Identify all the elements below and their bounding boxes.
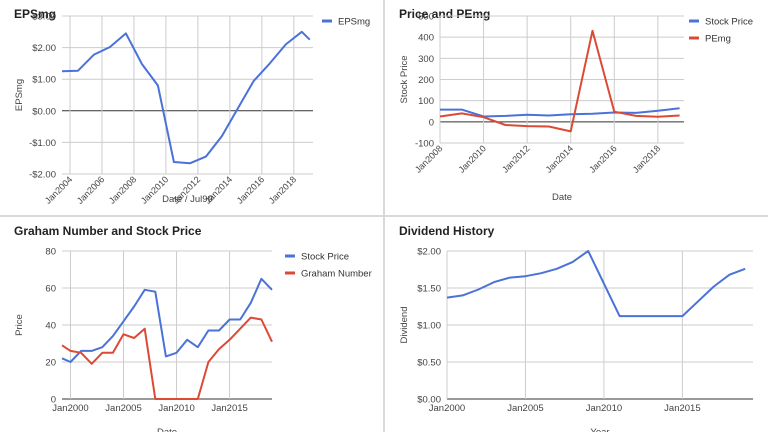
x-axis-title: Year [590,427,609,432]
y-tick-label: $2.00 [32,43,56,54]
y-tick-label: -$1.00 [29,138,56,149]
series-line-epsmg [61,30,311,165]
x-axis-title: Date [157,427,177,432]
x-tick-label: Jan2012 [500,143,531,174]
dividend-chart-title: Dividend History [399,224,495,238]
x-tick-label: Jan2010 [456,143,487,174]
x-tick-label: Jan2005 [507,403,543,414]
y-tick-label: $0.50 [417,358,441,369]
y-tick-label: 400 [418,33,434,44]
price-pe-chart-title: Price and PEmg [399,7,491,21]
y-tick-label: $1.00 [32,75,56,86]
x-tick-label: Jan2008 [107,174,138,205]
y-tick-label: 0 [429,117,434,128]
x-tick-label: Jan2005 [105,403,141,414]
y-axis-title: Price [14,314,25,336]
y-tick-label: 40 [45,321,56,332]
y-tick-label: 0 [51,395,56,406]
legend-label: Stock Price [705,17,753,28]
x-tick-label: Jan2000 [429,403,465,414]
graham-chart-panel: Graham Number and Stock Price 0 20 40 60 80 J… [0,217,383,432]
y-tick-label: $0.00 [32,106,56,117]
y-tick-label: $0.00 [417,395,441,406]
x-tick-label: Jan2014 [544,143,575,174]
y-tick-label: 100 [418,96,434,107]
y-tick-label: $2.00 [417,247,441,258]
x-tick-label: Jan2010 [586,403,622,414]
x-tick-label: Jan2010 [158,403,194,414]
series-line-stock-price [440,107,680,118]
eps-chart-panel: EPSmg -$2.00 -$1.00 $0.00 $1.00 $2.00 $3.00 Ja… [0,0,383,215]
y-tick-label: $1.50 [417,284,441,295]
y-tick-label: 500 [418,12,434,23]
dividend-chart-panel: Dividend History $0.00 $0.50 $1.00 $1.50 $2.… [385,217,768,432]
y-tick-label: -$2.00 [29,170,56,181]
x-axis-title: Date [552,192,572,203]
legend-label: EPSmg [338,17,370,28]
y-axis-title: Stock Price [399,55,410,103]
graham-chart: 0 20 40 60 80 Jan2000 Jan2005 Jan2010 Jan2015 Dat… [14,247,372,432]
dividend-chart: $0.00 $0.50 $1.00 $1.50 $2.00 Jan2000 Jan2005 J… [399,247,753,432]
legend-label: Graham Number [301,269,372,280]
x-tick-label: Jan2018 [631,143,662,174]
eps-chart-title: EPSmg [14,7,57,21]
y-tick-label: 20 [45,358,56,369]
graham-chart-title: Graham Number and Stock Price [14,224,202,238]
x-tick-label: Jan2015 [664,403,700,414]
legend-label: Stock Price [301,252,349,263]
y-axis-title: EPSmg [14,79,25,111]
x-tick-label: Jan2018 [267,174,298,205]
y-tick-label: 60 [45,284,56,295]
series-line-graham-number [61,316,273,400]
x-tick-label: Jan2006 [75,174,106,205]
y-tick-label: $3.00 [32,12,56,23]
legend-label: PEmg [705,34,731,45]
y-tick-label: 80 [45,247,56,258]
x-axis-title: Date / Jul99 [162,194,213,205]
x-tick-label: Jan2016 [587,143,618,174]
y-tick-label: -100 [415,139,434,150]
y-tick-label: 200 [418,75,434,86]
price-pe-chart-panel: Price and PEmg -100 0 100 200 300 400 500 Jan20… [385,0,768,215]
x-tick-label: Jan2015 [211,403,247,414]
y-tick-label: 300 [418,54,434,65]
y-tick-label: $1.00 [417,321,441,332]
x-tick-label: Jan2016 [235,174,266,205]
series-line-pemg [439,29,680,133]
x-tick-label: Jan2000 [52,403,88,414]
series-line-stock-price [61,277,273,363]
series-line-dividend [446,250,746,318]
y-axis-title: Dividend [399,307,410,344]
